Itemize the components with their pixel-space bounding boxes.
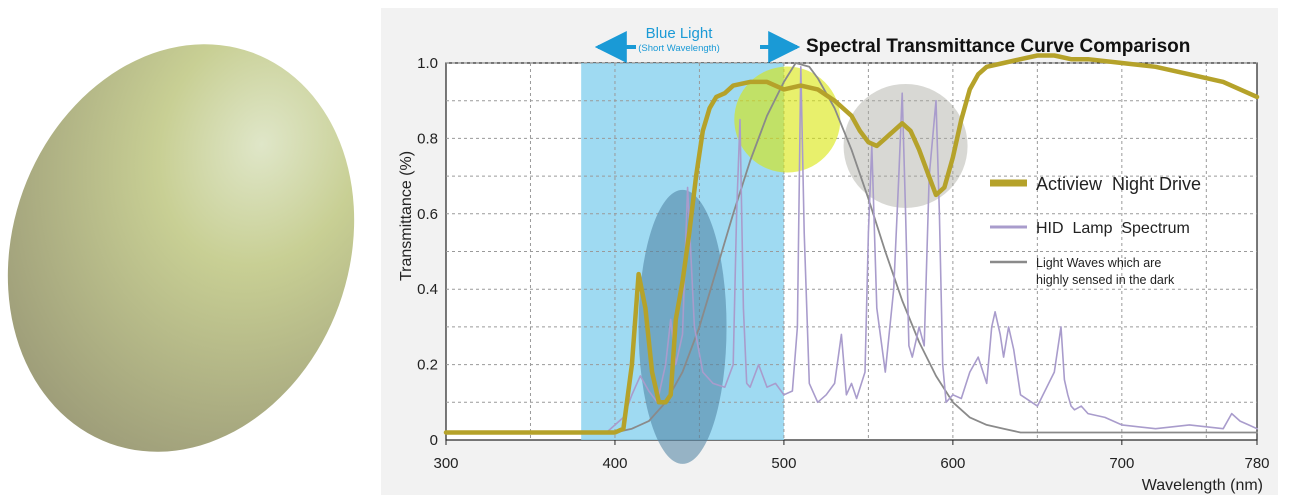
y-tick-label: 1.0 bbox=[417, 55, 438, 72]
series-lines bbox=[443, 53, 1260, 435]
x-tick-label: 300 bbox=[433, 455, 458, 472]
y-tick-label: 0.6 bbox=[417, 206, 438, 223]
axis-ticks: 300 400 500 600 700 780 0 0.2 0.4 0.6 0.8 1.0 bbox=[417, 55, 1269, 472]
y-tick-label: 0.2 bbox=[417, 357, 438, 374]
blue-light-sublabel: (Short Wavelength) bbox=[638, 43, 720, 54]
chart-title: Spectral Transmittance Curve Comparison bbox=[806, 36, 1190, 57]
legend-label-actiview: Actiview Night Drive bbox=[1036, 174, 1201, 194]
blue-light-annotation: Blue Light (Short Wavelength) bbox=[594, 25, 801, 63]
y-tick-label: 0.8 bbox=[417, 130, 438, 147]
y-axis-label: Transmittance (%) bbox=[398, 151, 415, 281]
highlight-circle-yellow bbox=[734, 66, 841, 173]
legend-label-hid: HID Lamp Spectrum bbox=[1036, 220, 1190, 237]
x-axis-label: Wavelength (nm) bbox=[1142, 477, 1263, 494]
y-tick-label: 0 bbox=[430, 432, 438, 449]
x-tick-label: 500 bbox=[771, 455, 796, 472]
lens-shape bbox=[7, 44, 355, 452]
legend: Actiview Night Drive HID Lamp Spectrum L… bbox=[990, 174, 1201, 287]
y-tick-label: 0.4 bbox=[417, 281, 438, 298]
x-tick-label: 780 bbox=[1244, 455, 1269, 472]
plot-area: 300 400 500 600 700 780 0 0.2 0.4 0.6 0.8 1.0 bbox=[417, 53, 1270, 472]
x-tick-label: 400 bbox=[602, 455, 627, 472]
lens-illustration bbox=[7, 44, 355, 452]
x-tick-label: 600 bbox=[940, 455, 965, 472]
series-line-actiview bbox=[443, 53, 1260, 435]
legend-label-light-waves: Light Waves which are highly sensed in t… bbox=[1036, 256, 1175, 287]
series-line-hid bbox=[445, 66, 1258, 434]
x-tick-label: 700 bbox=[1109, 455, 1134, 472]
blue-light-label: Blue Light bbox=[646, 25, 714, 42]
